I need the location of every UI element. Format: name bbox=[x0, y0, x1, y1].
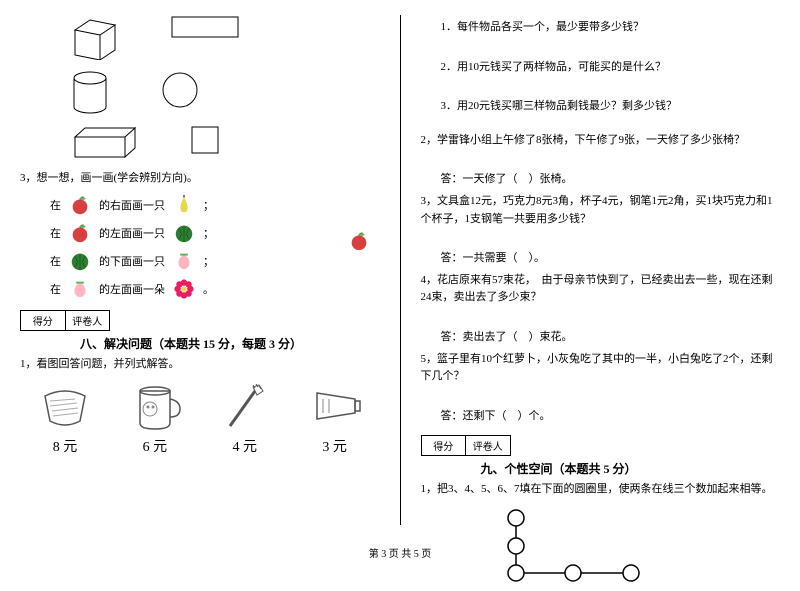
item-cup: 6 元 bbox=[125, 381, 185, 456]
price-1: 8 元 bbox=[35, 436, 95, 456]
item-toothpaste: 3 元 bbox=[305, 381, 365, 456]
answer-5: 答：还剩下（ ）个。 bbox=[441, 408, 781, 426]
text-post: ； bbox=[203, 197, 214, 213]
watermelon-icon bbox=[173, 222, 195, 244]
sub-q-1-3: 3．用20元钱买哪三样物品剩钱最少？剩多少钱？ bbox=[441, 98, 781, 116]
score-label: 得分 bbox=[21, 311, 66, 330]
question-3: 3，想一想，画一画(学会辨别方向)。 bbox=[20, 170, 380, 188]
rectangle-shape bbox=[170, 15, 240, 40]
cuboid-shape bbox=[70, 125, 140, 160]
square-shape bbox=[190, 125, 220, 155]
question-9-1: 1，把3、4、5、6、7填在下面的圆圈里，使两条在线三个数加起来相等。 bbox=[421, 481, 781, 499]
section-8-title: 八、解决问题（本题共 15 分，每题 3 分） bbox=[80, 335, 380, 352]
shapes-row-2 bbox=[70, 70, 380, 115]
question-5: 5，篮子里有10个红萝卜，小灰兔吃了其中的一半，小白兔吃了2个，还剩下几个？ bbox=[421, 351, 781, 386]
item-toothbrush: 4 元 bbox=[215, 381, 275, 456]
text-mid: 的右面画一只 bbox=[99, 197, 165, 213]
text-pre: 在 bbox=[50, 253, 61, 269]
text-post: 。 bbox=[203, 281, 214, 297]
apple-icon bbox=[69, 194, 91, 216]
left-column: 3，想一想，画一画(学会辨别方向)。 在 的右面画一只 ； 在 的左面画一只 ；… bbox=[0, 0, 400, 540]
answer-2: 答：一天修了（ ）张椅。 bbox=[441, 171, 781, 189]
circle-shape bbox=[160, 70, 200, 110]
fruit-line-1: 在 的右面画一只 ； bbox=[50, 194, 380, 216]
fruit-line-4: 在 的左面画一朵 。 bbox=[50, 278, 380, 300]
answer-3: 答：一共需要（ ）。 bbox=[441, 250, 781, 268]
text-pre: 在 bbox=[50, 281, 61, 297]
text-pre: 在 bbox=[50, 197, 61, 213]
price-4: 3 元 bbox=[305, 436, 365, 456]
cup-icon bbox=[125, 381, 185, 431]
text-mid: 的左面画一只 bbox=[99, 225, 165, 241]
text-post: ； bbox=[203, 253, 214, 269]
circle-diagram bbox=[501, 508, 661, 588]
peach-icon bbox=[173, 250, 195, 272]
question-2: 2，学雷锋小组上午修了8张椅，下午修了9张，一天修了多少张椅？ bbox=[421, 132, 781, 150]
shapes-row-3 bbox=[70, 125, 380, 160]
cube-shape bbox=[70, 15, 120, 60]
text-mid: 的左面画一朵 bbox=[99, 281, 165, 297]
text-pre: 在 bbox=[50, 225, 61, 241]
flower-icon bbox=[173, 278, 195, 300]
score-box: 得分 评卷人 bbox=[20, 310, 110, 331]
grader-label-r: 评卷人 bbox=[466, 436, 510, 455]
grader-label: 评卷人 bbox=[66, 311, 110, 330]
fruit-line-2: 在 的左面画一只 ； bbox=[50, 222, 380, 244]
score-label-r: 得分 bbox=[422, 436, 467, 455]
fruit-line-3: 在 的下面画一只 ； bbox=[50, 250, 380, 272]
right-column: 1．每件物品各买一个，最少要带多少钱？ 2．用10元钱买了两样物品，可能买的是什… bbox=[401, 0, 800, 540]
score-box-r: 得分 评卷人 bbox=[421, 435, 511, 456]
watermelon-icon bbox=[69, 250, 91, 272]
toothbrush-icon bbox=[215, 381, 275, 431]
price-3: 4 元 bbox=[215, 436, 275, 456]
item-towel: 8 元 bbox=[35, 381, 95, 456]
question-3r: 3，文具盒12元，巧克力8元3角，杯子4元，钢笔1元2角，买1块巧克力和1个杯子… bbox=[421, 193, 781, 228]
text-post: ； bbox=[203, 225, 214, 241]
sub-q-1-1: 1．每件物品各买一个，最少要带多少钱？ bbox=[441, 19, 781, 37]
cylinder-shape bbox=[70, 70, 110, 115]
answer-4: 答：卖出去了（ ）束花。 bbox=[441, 329, 781, 347]
section-9-title: 九、个性空间（本题共 5 分） bbox=[481, 460, 781, 477]
text-mid: 的下面画一只 bbox=[99, 253, 165, 269]
towel-icon bbox=[35, 381, 95, 431]
sub-q-1-2: 2．用10元钱买了两样物品，可能买的是什么？ bbox=[441, 59, 781, 77]
question-4: 4，花店原来有57束花， 由于母亲节快到了，已经卖出去一些，现在还剩24束，卖出… bbox=[421, 272, 781, 307]
pear-icon bbox=[173, 194, 195, 216]
peach-icon bbox=[69, 278, 91, 300]
shapes-row-1 bbox=[70, 15, 380, 60]
apple-icon bbox=[69, 222, 91, 244]
items-row: 8 元 6 元 4 元 3 元 bbox=[20, 381, 380, 456]
toothpaste-icon bbox=[305, 381, 365, 431]
price-2: 6 元 bbox=[125, 436, 185, 456]
question-8-1: 1，看图回答问题，并列式解答。 bbox=[20, 356, 380, 374]
apple-icon-floating bbox=[348, 230, 370, 252]
